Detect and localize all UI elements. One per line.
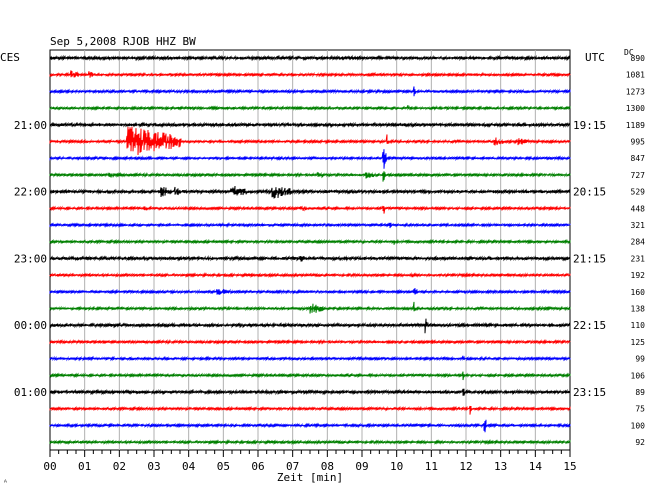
right-time-label: 20:15: [573, 186, 606, 199]
dc-value-label: 529: [631, 188, 646, 197]
dc-value-label: 727: [631, 171, 646, 180]
trace-line: [49, 419, 571, 433]
dc-value-label: 100: [631, 421, 646, 430]
trace-line: [49, 54, 571, 62]
x-tick-label: 04: [182, 460, 196, 473]
left-time-label: 00:00: [14, 319, 47, 332]
dc-header-label: DC: [624, 48, 634, 57]
trace-line: [49, 301, 571, 314]
trace-line: [49, 255, 571, 262]
trace-line: [49, 318, 571, 334]
left-time-label: 22:00: [14, 186, 47, 199]
trace-line: [49, 238, 571, 245]
dc-value-label: 125: [631, 338, 646, 347]
trace-line: [49, 288, 571, 296]
dc-value-label: 99: [635, 355, 645, 364]
x-tick-label: 15: [563, 460, 576, 473]
trace-line: [49, 86, 571, 97]
trace-line: [49, 185, 571, 199]
trace-line: [49, 121, 571, 129]
grid-lines: [84, 50, 536, 450]
right-time-label: 22:15: [573, 319, 606, 332]
trace-line: [49, 104, 571, 112]
left-time-label: 01:00: [14, 386, 47, 399]
x-tick-label: 10: [390, 460, 403, 473]
dc-value-label: 110: [631, 321, 646, 330]
x-tick-label: 02: [113, 460, 126, 473]
dc-value-label: 1081: [626, 71, 645, 80]
x-tick-label: 07: [286, 460, 299, 473]
x-tick-label: 11: [425, 460, 438, 473]
right-time-label: 23:15: [573, 386, 606, 399]
trace-line: [49, 371, 571, 381]
dc-value-label: 1300: [626, 104, 645, 113]
dc-value-label: 138: [631, 305, 646, 314]
x-tick-label: 12: [459, 460, 472, 473]
trace-line: [49, 222, 571, 229]
trace-line: [49, 405, 571, 415]
dc-value-label: 192: [631, 271, 646, 280]
dc-value-label: 160: [631, 288, 646, 297]
corner-mark: ᴬ: [3, 478, 8, 487]
trace-line: [49, 149, 571, 169]
x-tick-label: 05: [217, 460, 230, 473]
trace-line: [49, 126, 571, 156]
trace-group: [49, 54, 571, 446]
x-tick-label: 00: [43, 460, 56, 473]
dc-value-label: 75: [635, 405, 645, 414]
trace-line: [49, 338, 571, 345]
row-labels: 21:00 22:00 23:00 00:00 01:00 19:15 20:15 21:15…: [14, 54, 645, 447]
left-timezone-label: CES: [0, 51, 20, 64]
dc-value-label: 231: [631, 254, 646, 263]
dc-value-label: 284: [631, 238, 646, 247]
x-tick-label: 01: [78, 460, 91, 473]
left-time-label: 23:00: [14, 252, 47, 265]
x-tick-label: 13: [494, 460, 507, 473]
trace-line: [49, 388, 571, 396]
right-timezone-label: UTC: [585, 51, 605, 64]
right-time-label: 21:15: [573, 252, 606, 265]
x-tick-label: 03: [147, 460, 160, 473]
dc-value-label: 995: [631, 138, 646, 147]
dc-value-label: 847: [631, 154, 646, 163]
trace-line: [49, 439, 571, 446]
dc-value-label: 321: [631, 221, 646, 230]
dc-value-label: 106: [631, 371, 646, 380]
plot-frame: [49, 49, 571, 451]
dc-value-label: 1273: [626, 87, 645, 96]
dc-value-label: 92: [635, 438, 645, 447]
dc-value-label: 448: [631, 204, 646, 213]
trace-line: [49, 272, 571, 279]
x-tick-label: 14: [529, 460, 543, 473]
x-axis-label: Zeit [min]: [277, 471, 343, 484]
dc-value-label: 890: [631, 54, 646, 63]
right-time-label: 19:15: [573, 119, 606, 132]
trace-line: [49, 171, 571, 182]
left-time-label: 21:00: [14, 119, 47, 132]
trace-line: [49, 205, 571, 214]
x-tick-label: 06: [251, 460, 264, 473]
dc-value-label: 89: [635, 388, 645, 397]
chart-title: Sep 5,2008 RJOB HHZ BW: [50, 35, 196, 48]
x-axis-ticks: 00 01 02 03 04 05 06 07 08 09 10 11 12 13 14 15: [43, 450, 577, 473]
dc-value-label: 1189: [626, 121, 645, 130]
x-tick-label: 09: [355, 460, 368, 473]
trace-line: [49, 70, 571, 78]
trace-line: [49, 355, 571, 362]
x-tick-label: 08: [321, 460, 334, 473]
